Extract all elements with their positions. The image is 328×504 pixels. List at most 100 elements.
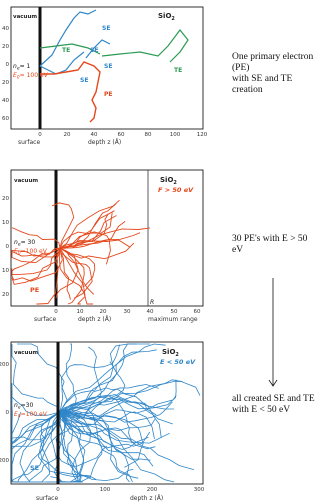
panel-3-frame [10,341,204,485]
xtick: 10 [77,309,84,315]
panel-1-e-label: E0= 100 eV [13,72,49,81]
trajectory-line [59,239,131,249]
trajectory-line [59,343,166,413]
ytick: 0 [6,244,10,250]
ytick: 60 [2,116,9,122]
xtick: 0 [54,309,58,315]
panel-1-plot: 40 20 0 20 40 60 0 20 40 60 80 100 120 s… [2,6,208,146]
caption-1-line: with SE and TE [232,74,293,84]
trajectory-line [59,215,117,249]
panel-1-te-track [39,43,101,55]
panel-1-se-label: SE [80,77,88,84]
panel-1-se-track [39,51,85,75]
ytick: 10 [2,268,9,274]
trajectory-line [59,410,130,483]
trajectory-line [11,411,61,482]
panel-1-se-label: SE [90,47,98,54]
panel-3-region-label: vacuum [14,350,38,356]
panel-3-xticks: 0 100 200 300 [56,487,204,493]
panel-1-region-label: vacuum [13,14,37,20]
panel-3-e-label: E0=100 eV [14,411,48,420]
trajectory-line [59,384,159,413]
panel-3-xlabel: depth z (Å) [130,495,163,502]
xtick: 100 [100,487,111,493]
panel-2-xticks: 0 10 20 30 40 50 60 [54,309,201,315]
xtick: 80 [145,132,152,138]
trajectory-line [59,379,177,413]
panel-2-n-label: ne= 30 [14,239,35,248]
caption-3-line: with E < 50 eV [232,405,291,415]
ytick: 40 [2,26,9,32]
panel-3-plot: 200 0 200 0 100 200 300 surface depth z … [0,341,205,502]
trajectory-line [59,242,135,260]
trajectory-line [37,411,91,478]
trajectory-line [59,411,83,483]
trajectory-line [59,232,141,249]
caption-1-line: One primary electron [232,52,314,62]
panel-1-te-track [101,29,189,63]
xtick: 40 [91,132,98,138]
panel-1-se-track [85,39,111,59]
xtick: 120 [197,132,208,138]
panel-2-plot: R 20 10 0 10 20 0 10 20 30 40 50 60 surf… [2,169,204,323]
panel-1-material: SiO2 [158,12,175,22]
ytick: 40 [2,98,9,104]
trajectory-line [51,202,75,249]
trajectory-line [59,411,154,467]
xtick: 20 [100,309,107,315]
xtick: 60 [118,132,125,138]
trajectory-line [59,349,157,413]
trajectory-line [11,247,61,257]
caption-1-line: (PE) [232,63,250,73]
trajectory-line [59,199,120,249]
xtick: 0 [56,487,60,493]
xtick: 30 [124,309,131,315]
panel-1-se-track [39,9,97,67]
trajectory-line [59,411,133,483]
trajectory-line [59,411,195,470]
trajectory-line [59,379,201,413]
trajectory-line [59,411,103,483]
panel-2-xlabel-right: maximum range [148,316,198,323]
panel-1-n-label: ne= 1 [13,63,31,72]
panel-2-material: SiO2 [160,176,177,186]
trajectory-line [11,247,63,282]
panel-3-energy-label: E < 50 eV [160,358,196,366]
caption-2-line: eV [232,245,244,255]
panel-2-region-label: vacuum [14,178,38,184]
trajectory-line [59,411,151,449]
panel-1-se-label: SE [104,63,112,70]
xtick: 50 [171,309,178,315]
panel-1-pe-label: PE [104,91,113,98]
trajectory-line [59,247,94,305]
trajectory-line [59,210,115,249]
panel-2-xlabel: depth z (Å) [78,316,111,323]
panel-1-xlabel: depth z (Å) [88,139,121,146]
panel-1-te-label: TE [62,47,70,54]
trajectory-line [11,247,61,276]
trajectory-line [11,411,61,448]
panel-1-pe-track [40,61,101,123]
panel-2-energy-label: F > 50 eV [158,186,194,194]
trajectory-line [59,410,155,440]
caption-3-line: all created SE and TE [232,394,315,404]
xtick: 20 [64,132,71,138]
trajectory-line [55,247,79,299]
trajectory-line [59,401,173,423]
panel-1-se-label: SE [102,25,110,32]
down-arrow-icon [268,278,278,387]
trajectory-line [59,411,144,468]
trajectory-line [59,411,149,450]
caption-2: 30 PE's with E > 50 eV [232,234,326,256]
panel-1-xticks: 0 20 40 60 80 100 120 [38,132,207,138]
trajectory-line [11,247,61,285]
trajectory-line [59,227,151,249]
caption-1-line: creation [232,85,263,95]
trajectory-line [59,247,96,287]
ytick: 0 [6,410,10,416]
caption-1: One primary electron (PE) with SE and TE… [232,52,326,96]
panel-1-te-label: TE [174,67,182,74]
ytick: 20 [2,44,9,50]
trajectory-line [17,343,65,413]
trajectory-line [11,227,61,249]
